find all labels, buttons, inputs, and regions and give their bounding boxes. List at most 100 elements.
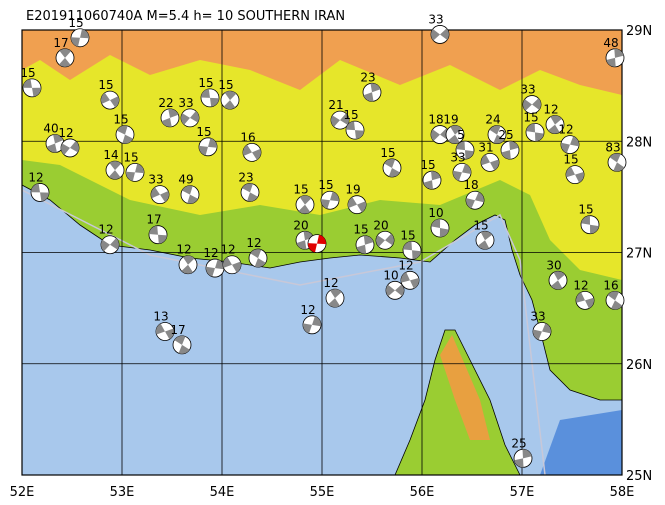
ball-quadrant: [523, 99, 532, 111]
depth-label: 33: [520, 83, 535, 97]
depth-label: 17: [53, 36, 68, 50]
ball-quadrant: [550, 115, 562, 125]
ball-quadrant: [242, 183, 253, 193]
ball-quadrant: [122, 134, 134, 144]
ball-quadrant: [224, 91, 237, 101]
focal-mechanisms: [22, 25, 627, 468]
focal-mechanism: [487, 125, 507, 144]
depth-label: 49: [178, 173, 193, 187]
ball-quadrant: [160, 191, 169, 203]
focal-mechanism: [30, 183, 50, 202]
focal-mechanism: [475, 230, 495, 250]
ball-quadrant: [198, 145, 208, 156]
ball-quadrant: [201, 88, 210, 98]
depth-label: 15: [218, 78, 233, 92]
ball-quadrant: [168, 108, 179, 118]
ball-quadrant: [611, 300, 623, 310]
ball-quadrant: [542, 323, 551, 334]
focal-mechanism: [605, 48, 625, 68]
ball-quadrant: [70, 141, 79, 153]
ball-quadrant: [614, 48, 624, 58]
depth-label: 15: [353, 223, 368, 237]
ball-quadrant: [158, 234, 167, 244]
focal-mechanism: [575, 290, 595, 310]
ball-quadrant: [448, 134, 460, 144]
focal-mechanism: [100, 235, 120, 255]
depth-label: 15: [400, 228, 415, 242]
ball-quadrant: [31, 183, 40, 193]
depth-label: 23: [360, 70, 375, 84]
ball-quadrant: [223, 100, 236, 110]
ball-quadrant: [252, 148, 261, 160]
focal-mechanism: [198, 137, 218, 157]
ball-quadrant: [357, 201, 367, 213]
focal-mechanism: [500, 140, 520, 160]
ball-quadrant: [440, 28, 449, 40]
ball-quadrant: [247, 192, 258, 202]
ball-quadrant: [576, 292, 585, 303]
map-frame: [21, 29, 623, 476]
depth-label: 12: [543, 103, 558, 117]
depth-label: 12: [28, 170, 43, 184]
x-tick-label: 56E: [410, 485, 435, 500]
depth-label: 15: [123, 150, 138, 164]
ball-quadrant: [70, 37, 80, 47]
x-tick-label: 52E: [10, 485, 35, 500]
depth-label: 24: [485, 113, 500, 127]
ball-quadrant: [456, 141, 465, 151]
depth-label: 33: [178, 96, 193, 110]
ball-quadrant: [431, 29, 440, 41]
depth-label: 10: [383, 268, 398, 282]
depth-label: 18: [463, 178, 478, 192]
depth-label: 12: [58, 126, 73, 140]
focal-mechanism: [480, 152, 500, 172]
ball-quadrant: [410, 278, 420, 289]
ball-quadrant: [431, 129, 440, 141]
ball-quadrant: [526, 123, 535, 133]
ball-quadrant: [346, 121, 355, 131]
ball-quadrant: [206, 266, 215, 277]
focal-mechanism: [607, 152, 627, 172]
focal-mechanism: [220, 90, 240, 110]
depth-label: 12: [203, 246, 218, 260]
ball-quadrant: [298, 204, 311, 214]
depth-label: 33: [530, 309, 545, 323]
depth-label: 12: [300, 303, 315, 317]
ball-quadrant: [465, 150, 474, 160]
ball-quadrant: [522, 449, 532, 459]
ball-quadrant: [181, 113, 190, 125]
focal-mechanism: [105, 160, 125, 180]
depth-label: 33: [428, 12, 443, 26]
ball-quadrant: [431, 171, 441, 181]
depth-label: 15: [113, 113, 128, 127]
focal-mechanism: [560, 135, 580, 154]
ball-quadrant: [101, 92, 110, 104]
ball-quadrant: [232, 261, 241, 273]
ball-quadrant: [125, 171, 135, 182]
ball-quadrant: [384, 158, 396, 168]
depth-label: 15: [198, 76, 213, 90]
ball-quadrant: [182, 185, 193, 195]
ball-quadrant: [312, 316, 322, 327]
ball-quadrant: [370, 83, 381, 93]
ball-quadrant: [575, 172, 584, 183]
ball-quadrant: [223, 257, 232, 268]
depth-label: 5: [457, 128, 465, 142]
focal-mechanism: [532, 322, 552, 341]
depth-label: 12: [398, 258, 413, 272]
ball-quadrant: [302, 323, 312, 334]
depth-label: 31: [478, 140, 493, 154]
ball-quadrant: [215, 259, 224, 270]
ball-quadrant: [340, 113, 349, 125]
ball-quadrant: [53, 134, 64, 144]
focal-mechanism: [222, 255, 242, 275]
depth-label: 12: [246, 236, 261, 250]
ball-quadrant: [462, 163, 472, 174]
x-tick-label: 57E: [510, 485, 535, 500]
focal-mechanism: [382, 158, 402, 178]
focal-mechanism: [330, 110, 350, 130]
x-tick-label: 58E: [610, 485, 635, 500]
depth-label: 10: [428, 206, 443, 220]
ball-quadrant: [363, 92, 374, 102]
